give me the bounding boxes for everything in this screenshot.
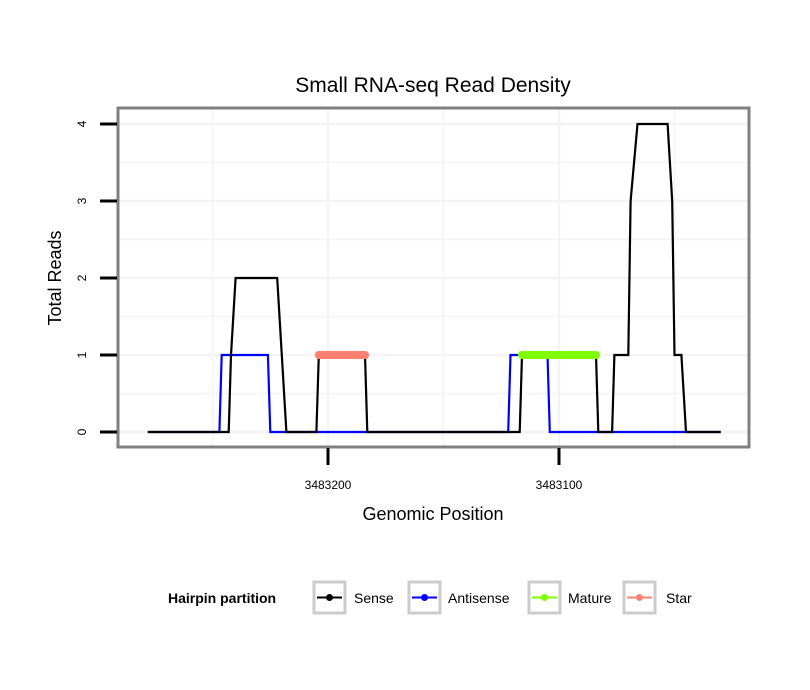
panel-border [116,106,751,449]
legend-label: Sense [354,590,394,606]
legend-entry-star: Star [622,580,692,615]
x-axis-title: Genomic Position [362,504,503,524]
legend-key-point [636,594,643,601]
legend-key-point [541,594,548,601]
legend-label: Antisense [448,590,510,606]
legend-label: Mature [568,590,612,606]
chart-title: Small RNA-seq Read Density [295,74,571,97]
legend-key-point [421,594,428,601]
legend-key-point [326,594,333,601]
plot-panel [116,106,751,449]
y-tick-label: 3 [75,197,89,204]
y-tick-label: 2 [75,274,89,281]
legend: Hairpin partition Sense Antisense Mature St… [168,580,692,615]
x-tick-label: 3483100 [536,478,583,492]
gridlines [118,108,749,447]
y-tick-label: 0 [75,428,89,435]
y-axis: 0 1 2 3 4 [75,120,117,435]
legend-entry-sense: Sense [312,580,394,615]
y-tick-label: 1 [75,351,89,358]
y-tick-label: 4 [75,120,89,127]
legend-entry-antisense: Antisense [407,580,510,615]
legend-label: Star [666,590,692,606]
legend-title: Hairpin partition [168,590,276,606]
x-tick-label: 3483200 [305,478,352,492]
x-axis: 3483200 3483100 [305,448,583,492]
series-layer [147,122,721,434]
legend-entry-mature: Mature [527,580,612,615]
y-axis-title: Total Reads [45,230,65,325]
